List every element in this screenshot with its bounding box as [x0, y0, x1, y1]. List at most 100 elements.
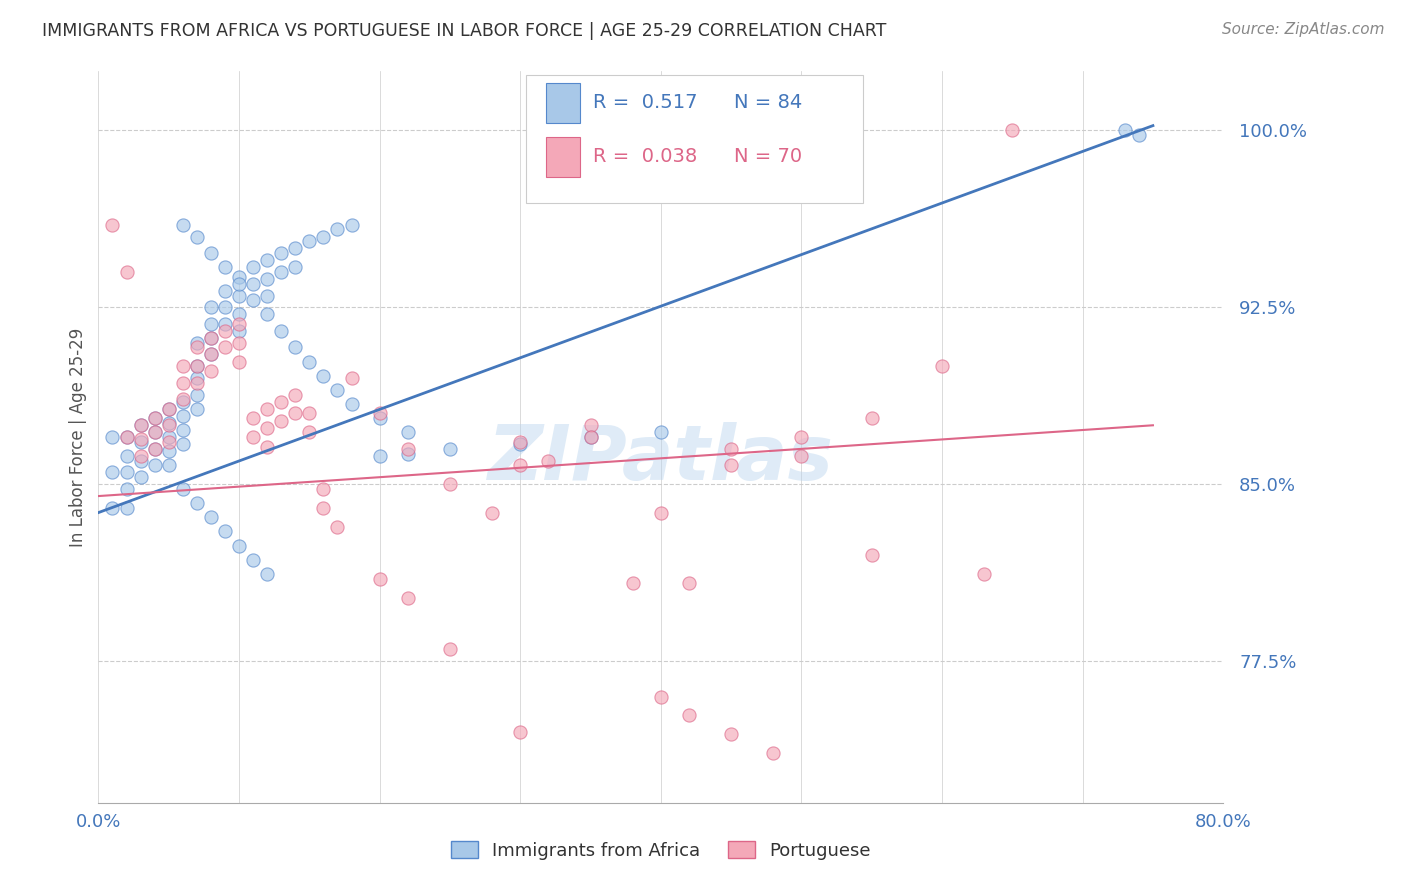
Point	[270, 246, 292, 260]
Point	[214, 524, 236, 539]
Point	[242, 411, 264, 425]
Point	[172, 392, 194, 407]
Point	[186, 335, 208, 350]
Point	[720, 458, 742, 473]
Point	[509, 458, 531, 473]
Point	[228, 317, 250, 331]
Point	[200, 364, 222, 378]
Point	[860, 411, 883, 425]
Point	[186, 376, 208, 390]
Point	[129, 433, 152, 447]
Point	[115, 430, 138, 444]
Point	[228, 539, 250, 553]
Point	[129, 418, 152, 433]
Point	[509, 434, 531, 449]
Point	[537, 453, 560, 467]
Point	[678, 576, 700, 591]
Text: ZIPatlas: ZIPatlas	[488, 422, 834, 496]
Point	[284, 260, 307, 275]
Text: R =  0.517: R = 0.517	[593, 94, 697, 112]
Point	[228, 288, 250, 302]
Y-axis label: In Labor Force | Age 25-29: In Labor Force | Age 25-29	[69, 327, 87, 547]
Point	[101, 466, 124, 480]
Point	[439, 642, 461, 657]
Point	[228, 269, 250, 284]
Point	[396, 442, 419, 456]
Point	[242, 260, 264, 275]
Point	[298, 407, 321, 421]
Point	[312, 229, 335, 244]
Point	[650, 506, 672, 520]
Point	[129, 453, 152, 467]
Point	[228, 307, 250, 321]
Point	[115, 500, 138, 515]
Point	[270, 394, 292, 409]
Point	[143, 411, 166, 425]
Point	[115, 430, 138, 444]
Point	[129, 434, 152, 449]
Point	[172, 409, 194, 423]
Point	[172, 376, 194, 390]
Point	[720, 727, 742, 741]
Point	[186, 229, 208, 244]
Point	[228, 277, 250, 291]
Point	[509, 437, 531, 451]
Text: IMMIGRANTS FROM AFRICA VS PORTUGUESE IN LABOR FORCE | AGE 25-29 CORRELATION CHAR: IMMIGRANTS FROM AFRICA VS PORTUGUESE IN …	[42, 22, 887, 40]
Point	[115, 449, 138, 463]
Point	[115, 265, 138, 279]
Point	[172, 359, 194, 374]
Point	[396, 591, 419, 605]
Text: R =  0.038: R = 0.038	[593, 147, 697, 167]
Point	[298, 354, 321, 368]
Point	[157, 434, 180, 449]
FancyBboxPatch shape	[546, 136, 579, 177]
Point	[860, 548, 883, 562]
Point	[115, 466, 138, 480]
Point	[242, 430, 264, 444]
Point	[242, 293, 264, 308]
Point	[284, 340, 307, 354]
Point	[340, 397, 363, 411]
Point	[143, 458, 166, 473]
Point	[298, 234, 321, 248]
Point	[396, 447, 419, 461]
Point	[186, 387, 208, 401]
Point	[172, 218, 194, 232]
Point	[200, 347, 222, 361]
Point	[214, 340, 236, 354]
Point	[214, 317, 236, 331]
Point	[200, 347, 222, 361]
Point	[172, 423, 194, 437]
FancyBboxPatch shape	[546, 83, 579, 123]
Point	[228, 335, 250, 350]
Point	[509, 725, 531, 739]
Point	[650, 690, 672, 704]
Point	[256, 288, 278, 302]
Point	[186, 340, 208, 354]
Point	[200, 301, 222, 315]
Point	[186, 359, 208, 374]
Point	[579, 430, 602, 444]
Point	[284, 407, 307, 421]
Point	[143, 425, 166, 440]
Point	[790, 430, 813, 444]
Point	[115, 482, 138, 496]
Point	[214, 301, 236, 315]
Point	[579, 430, 602, 444]
Point	[200, 331, 222, 345]
Point	[200, 246, 222, 260]
Point	[790, 449, 813, 463]
Point	[579, 418, 602, 433]
Point	[129, 449, 152, 463]
Point	[186, 359, 208, 374]
Point	[101, 430, 124, 444]
Point	[312, 482, 335, 496]
Point	[1001, 123, 1024, 137]
Legend: Immigrants from Africa, Portuguese: Immigrants from Africa, Portuguese	[444, 834, 877, 867]
Point	[157, 444, 180, 458]
Point	[396, 425, 419, 440]
Text: N = 84: N = 84	[734, 94, 803, 112]
Point	[312, 500, 335, 515]
Point	[256, 307, 278, 321]
Point	[284, 387, 307, 401]
